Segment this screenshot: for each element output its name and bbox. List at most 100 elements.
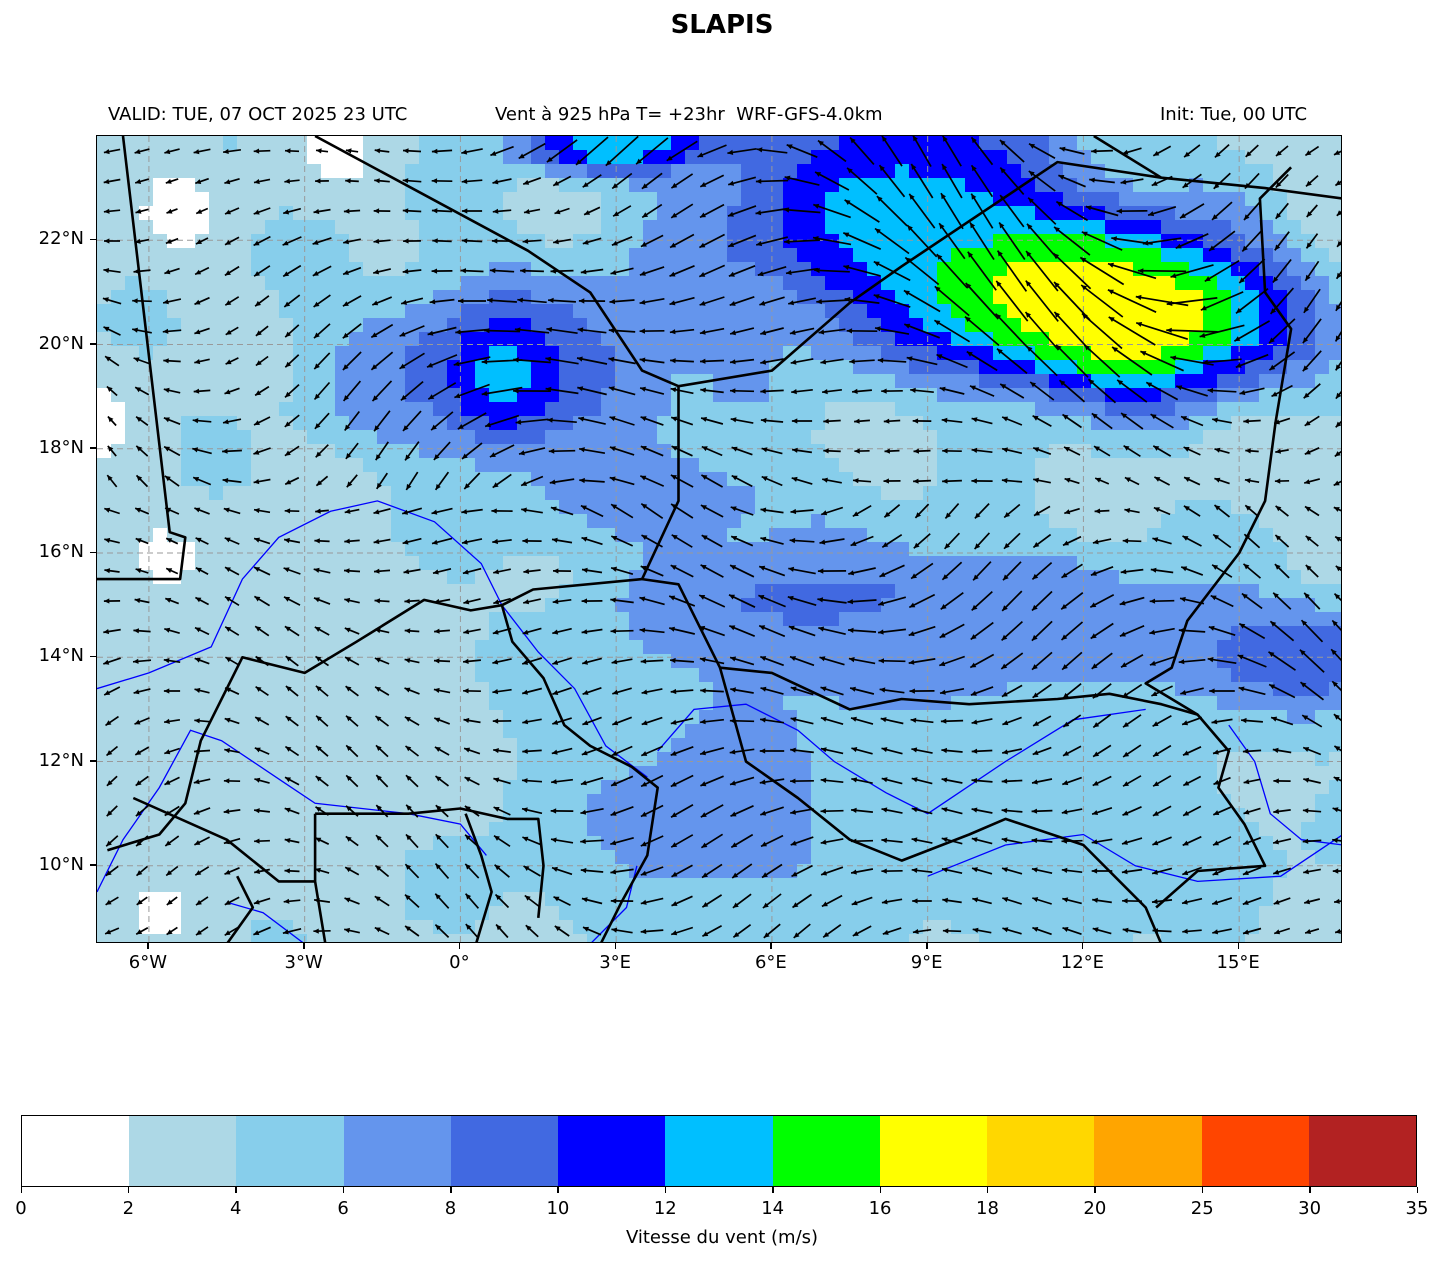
wind-speed-cell — [195, 248, 210, 263]
wind-speed-cell — [1091, 794, 1106, 809]
wind-speed-cell — [461, 514, 476, 529]
wind-speed-cell — [657, 752, 672, 767]
wind-speed-cell — [1231, 192, 1246, 207]
wind-speed-cell — [741, 304, 756, 319]
wind-speed-cell — [153, 570, 168, 585]
wind-speed-cell — [363, 136, 378, 151]
wind-speed-cell — [307, 318, 322, 333]
wind-speed-cell — [741, 430, 756, 445]
wind-speed-cell — [923, 906, 938, 921]
wind-speed-cell — [335, 668, 350, 683]
wind-speed-cell — [657, 304, 672, 319]
wind-speed-cell — [349, 360, 364, 375]
wind-speed-cell — [237, 206, 252, 221]
wind-speed-cell — [615, 640, 630, 655]
wind-speed-cell — [1301, 430, 1316, 445]
wind-speed-cell — [349, 234, 364, 249]
wind-speed-cell — [321, 514, 336, 529]
wind-speed-cell — [1287, 192, 1302, 207]
wind-speed-cell — [391, 416, 406, 431]
wind-speed-cell — [881, 360, 896, 375]
wind-speed-cell — [1105, 374, 1120, 389]
wind-speed-cell — [1147, 850, 1162, 865]
wind-speed-cell — [377, 906, 392, 921]
wind-speed-cell — [251, 794, 266, 809]
wind-speed-cell — [1049, 388, 1064, 403]
wind-speed-cell — [657, 696, 672, 711]
wind-speed-cell — [1189, 276, 1204, 291]
wind-speed-cell — [629, 906, 644, 921]
wind-speed-cell — [825, 192, 840, 207]
wind-speed-cell — [979, 794, 994, 809]
wind-speed-cell — [503, 696, 518, 711]
wind-speed-cell — [251, 248, 266, 263]
wind-speed-cell — [909, 724, 924, 739]
wind-speed-cell — [489, 332, 504, 347]
wind-speed-cell — [1273, 192, 1288, 207]
wind-speed-cell — [181, 472, 196, 487]
wind-speed-cell — [321, 486, 336, 501]
wind-speed-cell — [965, 164, 980, 179]
wind-speed-cell — [433, 206, 448, 221]
wind-speed-cell — [993, 794, 1008, 809]
wind-speed-cell — [867, 766, 882, 781]
wind-speed-cell — [349, 612, 364, 627]
wind-speed-cell — [1119, 206, 1134, 221]
wind-speed-cell — [181, 164, 196, 179]
wind-speed-cell — [1287, 360, 1302, 375]
wind-speed-cell — [1189, 514, 1204, 529]
wind-speed-cell — [349, 332, 364, 347]
wind-map[interactable] — [96, 135, 1342, 943]
wind-speed-cell — [1021, 514, 1036, 529]
wind-speed-cell — [825, 486, 840, 501]
wind-speed-cell — [209, 388, 224, 403]
wind-speed-cell — [937, 360, 952, 375]
wind-speed-cell — [195, 486, 210, 501]
wind-speed-cell — [447, 640, 462, 655]
wind-speed-cell — [1063, 458, 1078, 473]
wind-speed-cell — [629, 458, 644, 473]
wind-speed-cell — [923, 738, 938, 753]
wind-speed-cell — [993, 584, 1008, 599]
wind-speed-cell — [363, 794, 378, 809]
wind-speed-cell — [265, 738, 280, 753]
valid-time-label: VALID: TUE, 07 OCT 2025 23 UTC — [108, 104, 408, 125]
wind-speed-cell — [293, 318, 308, 333]
wind-speed-cell — [629, 556, 644, 571]
wind-speed-cell — [685, 514, 700, 529]
wind-speed-cell — [1035, 346, 1050, 361]
wind-speed-cell — [601, 262, 616, 277]
wind-speed-cell — [1091, 248, 1106, 263]
wind-speed-cell — [307, 752, 322, 767]
wind-speed-cell — [1315, 724, 1330, 739]
wind-speed-cell — [1301, 822, 1316, 837]
wind-speed-cell — [1063, 276, 1078, 291]
wind-speed-cell — [825, 794, 840, 809]
wind-speed-cell — [419, 136, 434, 151]
wind-speed-cell — [1021, 612, 1036, 627]
wind-speed-cell — [909, 612, 924, 627]
wind-speed-cell — [1301, 234, 1316, 249]
wind-speed-cell — [111, 542, 126, 557]
wind-speed-cell — [1119, 430, 1134, 445]
wind-speed-cell — [1035, 696, 1050, 711]
wind-speed-cell — [1189, 248, 1204, 263]
wind-speed-cell — [965, 332, 980, 347]
wind-speed-cell — [181, 206, 196, 221]
wind-speed-cell — [1287, 752, 1302, 767]
wind-speed-cell — [391, 304, 406, 319]
wind-speed-cell — [195, 612, 210, 627]
wind-speed-cell — [153, 346, 168, 361]
wind-speed-cell — [559, 150, 574, 165]
wind-speed-cell — [139, 822, 154, 837]
wind-speed-cell — [979, 892, 994, 907]
wind-speed-cell — [1007, 794, 1022, 809]
wind-speed-cell — [349, 556, 364, 571]
wind-speed-cell — [1105, 192, 1120, 207]
wind-speed-cell — [1203, 346, 1218, 361]
wind-speed-cell — [237, 374, 252, 389]
wind-speed-cell — [1273, 752, 1288, 767]
wind-speed-cell — [1021, 906, 1036, 921]
wind-speed-cell — [1259, 584, 1274, 599]
wind-speed-cell — [1329, 374, 1341, 389]
